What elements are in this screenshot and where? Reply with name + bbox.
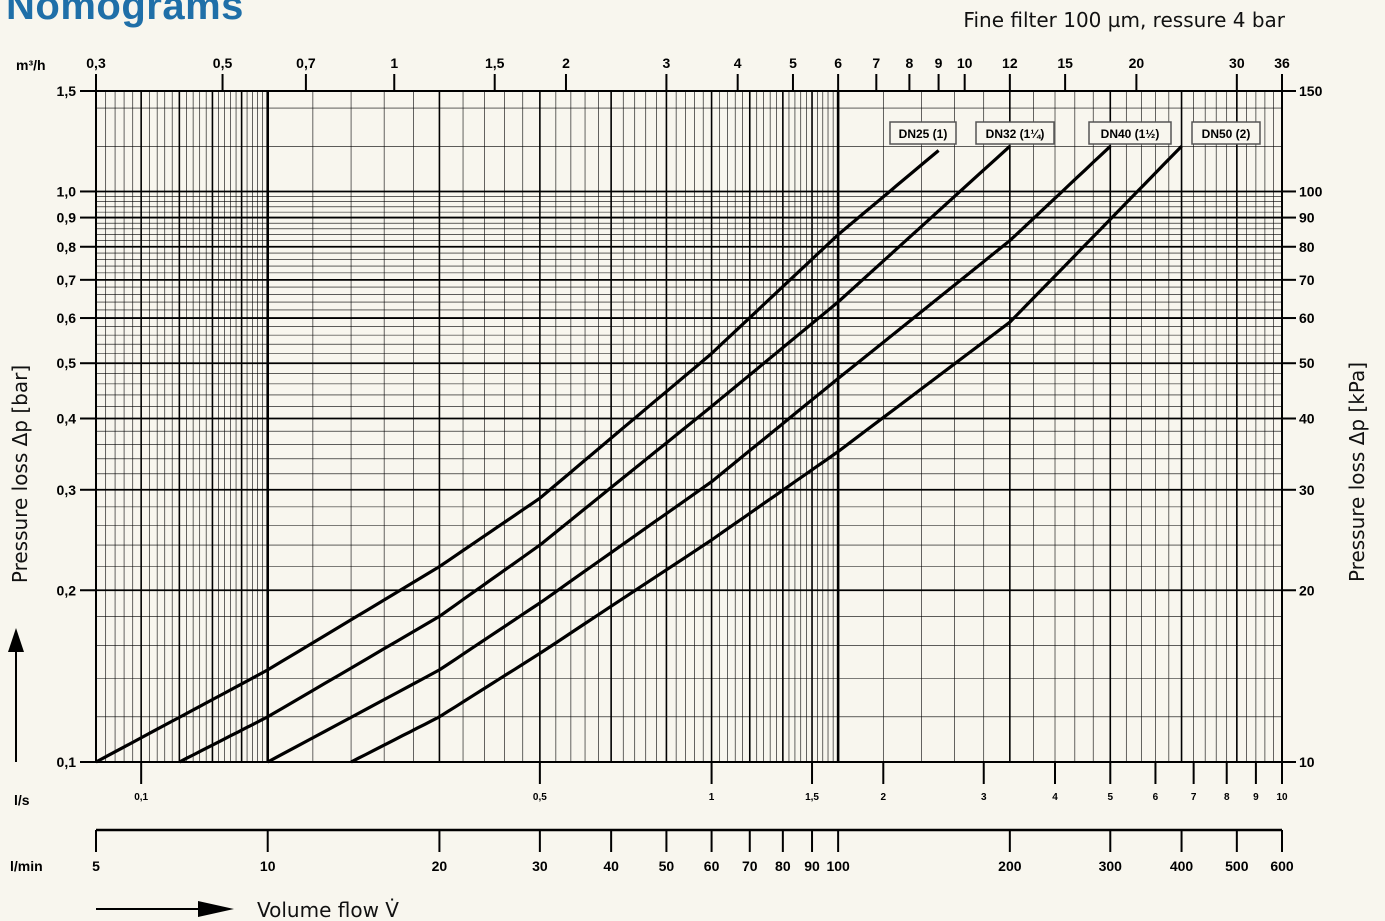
tick-label-top-m3h: 7 (872, 55, 880, 71)
legend-label: DN40 (1½) (1101, 127, 1160, 141)
y-axis-arrow (8, 628, 24, 762)
tick-label-ls: 0,5 (533, 792, 547, 803)
tick-label-kpa: 100 (1299, 183, 1323, 199)
tick-label-top-m3h: 30 (1229, 55, 1245, 71)
tick-label-lmin: 600 (1270, 858, 1294, 874)
tick-label-bar: 0,4 (57, 411, 77, 427)
tick-label-ls: 6 (1153, 792, 1159, 803)
tick-label-ls: 1,5 (805, 792, 819, 803)
tick-label-ls: 10 (1276, 792, 1288, 803)
tick-label-lmin: 20 (432, 858, 448, 874)
tick-label-bar: 1,5 (57, 83, 77, 99)
tick-label-top-m3h: 20 (1129, 55, 1145, 71)
curve-dn50 (350, 145, 1183, 764)
tick-label-lmin: 500 (1225, 858, 1249, 874)
chart-subtitle: Fine filter 100 µm, ressure 4 bar (963, 8, 1285, 32)
tick-label-top-m3h: 0,3 (86, 55, 106, 71)
tick-label-lmin: 70 (742, 858, 758, 874)
tick-label-lmin: 100 (826, 858, 850, 874)
tick-label-kpa: 10 (1299, 754, 1315, 770)
x-axis-arrow (96, 901, 234, 917)
tick-label-bar: 0,5 (57, 355, 77, 371)
tick-label-kpa: 150 (1299, 83, 1323, 99)
tick-label-top-m3h: 8 (905, 55, 913, 71)
legend-label: DN32 (1¼) (986, 127, 1045, 141)
tick-label-top-m3h: 0,5 (213, 55, 233, 71)
tick-label-lmin: 5 (92, 858, 100, 874)
tick-label-bar: 0,3 (57, 482, 77, 498)
tick-label-lmin: 80 (775, 858, 791, 874)
unit-top-m3h: m³/h (16, 57, 46, 73)
tick-label-top-m3h: 36 (1274, 55, 1290, 71)
tick-label-ls: 4 (1052, 792, 1058, 803)
tick-label-lmin: 30 (532, 858, 548, 874)
tick-label-ls: 3 (981, 792, 987, 803)
tick-label-top-m3h: 12 (1002, 55, 1018, 71)
legend-label: DN50 (2) (1202, 127, 1251, 141)
x-axis-title: Volume flow V̇ (257, 898, 399, 921)
unit-ls: l/s (14, 792, 30, 808)
tick-label-bar: 0,6 (57, 310, 77, 326)
legend-label: DN25 (1) (899, 127, 948, 141)
tick-label-bar: 0,7 (57, 272, 77, 288)
tick-label-lmin: 90 (804, 858, 820, 874)
tick-label-lmin: 400 (1170, 858, 1194, 874)
curve-dn40 (266, 145, 1112, 764)
legend-box (975, 121, 1055, 145)
unit-lmin: l/min (10, 858, 43, 874)
tick-label-lmin: 10 (260, 858, 276, 874)
tick-label-ls: 2 (881, 792, 887, 803)
tick-label-top-m3h: 2 (562, 55, 570, 71)
tick-label-ls: 9 (1253, 792, 1259, 803)
tick-label-bar: 0,1 (57, 754, 77, 770)
tick-label-kpa: 50 (1299, 355, 1315, 371)
tick-label-bar: 0,9 (57, 210, 77, 226)
tick-label-ls: 1 (709, 792, 715, 803)
page-title: Nomograms (6, 0, 244, 28)
tick-label-top-m3h: 0,7 (296, 55, 316, 71)
tick-label-lmin: 60 (704, 858, 720, 874)
tick-label-top-m3h: 1,5 (485, 55, 505, 71)
tick-label-ls: 7 (1191, 792, 1197, 803)
tick-label-top-m3h: 9 (935, 55, 943, 71)
tick-label-top-m3h: 10 (957, 55, 973, 71)
tick-label-kpa: 40 (1299, 411, 1315, 427)
curve-dn32 (178, 145, 1011, 764)
legend-box (889, 121, 957, 145)
tick-label-bar: 0,2 (57, 582, 77, 598)
y-axis-title-left: Pressure loss Δp [bar] (8, 365, 32, 583)
axes-group: 0,3 0,5 0,7 1 1,5 2 3 4 5 6 7 8 9 10 12 15 20 30 360,10,20… (57, 55, 1323, 874)
tick-label-lmin: 40 (603, 858, 619, 874)
tick-label-kpa: 80 (1299, 239, 1315, 255)
legend: DN25 (1) DN32 (1¼) DN40 (1½) DN50 (2) (889, 121, 1261, 145)
tick-label-top-m3h: 4 (734, 55, 742, 71)
tick-label-kpa: 60 (1299, 310, 1315, 326)
tick-label-kpa: 20 (1299, 582, 1315, 598)
legend-box (1191, 121, 1261, 145)
tick-label-top-m3h: 6 (834, 55, 842, 71)
tick-label-bar: 1,0 (57, 183, 77, 199)
curves-group (95, 145, 1183, 764)
tick-label-lmin: 50 (659, 858, 675, 874)
tick-label-ls: 8 (1224, 792, 1230, 803)
tick-label-lmin: 200 (998, 858, 1022, 874)
tick-label-top-m3h: 5 (789, 55, 797, 71)
tick-label-bar: 0,8 (57, 239, 77, 255)
tick-label-lmin: 300 (1099, 858, 1123, 874)
tick-label-top-m3h: 1 (390, 55, 398, 71)
tick-label-top-m3h: 15 (1057, 55, 1073, 71)
tick-label-kpa: 70 (1299, 272, 1315, 288)
tick-label-ls: 5 (1108, 792, 1114, 803)
tick-label-kpa: 30 (1299, 482, 1315, 498)
tick-label-top-m3h: 3 (663, 55, 671, 71)
y-axis-title-right: Pressure loss Δp [kPa] (1345, 362, 1369, 582)
tick-label-ls: 0,1 (134, 792, 148, 803)
curve-dn25 (95, 149, 940, 764)
legend-box (1088, 121, 1172, 145)
tick-label-kpa: 90 (1299, 210, 1315, 226)
